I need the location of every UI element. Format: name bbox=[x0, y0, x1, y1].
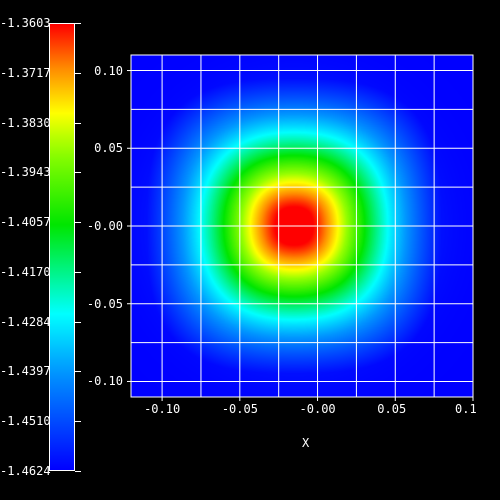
colorbar-tick-label: -1.3603 bbox=[0, 16, 51, 30]
y-tick-label: -0.00 bbox=[86, 219, 123, 233]
colorbar-tick-label: -1.4284 bbox=[0, 314, 51, 329]
colorbar-tick bbox=[75, 72, 81, 74]
colorbar bbox=[49, 23, 75, 471]
y-tick-label: -0.10 bbox=[86, 374, 123, 389]
colorbar-tick-label: -1.4057 bbox=[0, 215, 51, 230]
x-axis-label: X bbox=[302, 436, 310, 450]
colorbar-tick-label: -1.3943 bbox=[0, 165, 51, 180]
colorbar-tick bbox=[75, 271, 81, 273]
x-tick-label: 0.05 bbox=[377, 402, 407, 416]
colorbar-tick-label: -1.4624 bbox=[0, 464, 51, 478]
colorbar-tick-label: -1.4397 bbox=[0, 364, 51, 379]
colorbar-tick bbox=[75, 222, 81, 224]
colorbar-tick-label: -1.3830 bbox=[0, 115, 51, 130]
colorbar-tick bbox=[75, 23, 81, 24]
colorbar-tick-label: -1.4170 bbox=[0, 264, 51, 279]
x-tick-label: 0.1 bbox=[455, 402, 477, 416]
x-tick-label: -0.10 bbox=[144, 402, 181, 416]
x-tick-label: -0.05 bbox=[221, 402, 258, 416]
colorbar-tick-label: -1.4510 bbox=[0, 414, 51, 429]
y-tick-label: 0.10 bbox=[94, 63, 123, 78]
y-tick-label: 0.05 bbox=[94, 141, 123, 156]
colorbar-tick-label: -1.3717 bbox=[0, 65, 51, 80]
colorbar-tick bbox=[75, 471, 81, 472]
y-tick-label: -0.05 bbox=[86, 296, 123, 311]
colorbar-tick bbox=[75, 122, 81, 124]
colorbar-tick bbox=[75, 421, 81, 423]
colorbar-tick bbox=[75, 321, 81, 323]
colorbar-tick bbox=[75, 172, 81, 174]
colorbar-tick bbox=[75, 371, 81, 373]
x-tick-label: -0.00 bbox=[299, 402, 336, 416]
